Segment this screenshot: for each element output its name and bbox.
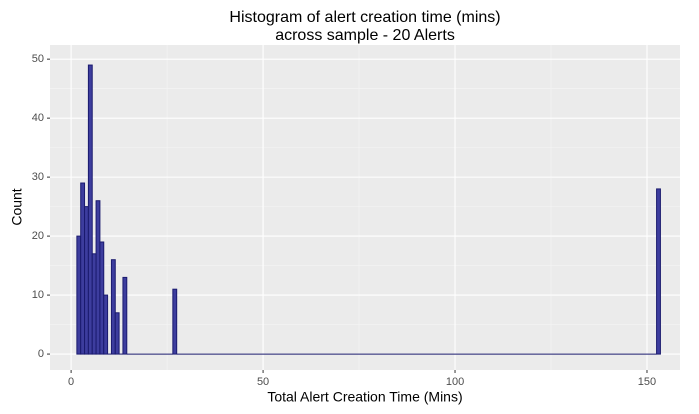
bar bbox=[99, 241, 105, 355]
x-tick-label: 100 bbox=[446, 376, 464, 388]
bar bbox=[76, 235, 82, 355]
bar bbox=[84, 206, 89, 355]
x-tick-label: 150 bbox=[638, 376, 656, 388]
x-tick-label: 50 bbox=[257, 376, 269, 388]
bar bbox=[87, 64, 93, 355]
bar bbox=[95, 200, 101, 355]
bar bbox=[114, 312, 120, 355]
plot-panel bbox=[50, 45, 680, 370]
bar bbox=[110, 259, 116, 355]
bar bbox=[91, 253, 97, 355]
y-tick-label: 30 bbox=[32, 171, 44, 183]
y-tick-label: 20 bbox=[32, 230, 44, 242]
y-tick-label: 0 bbox=[38, 348, 44, 360]
bar bbox=[656, 188, 661, 355]
y-tick-label: 10 bbox=[32, 289, 44, 301]
x-tick-label: 0 bbox=[68, 376, 74, 388]
y-tick-label: 50 bbox=[32, 53, 44, 65]
y-axis-title: Count bbox=[9, 188, 25, 225]
x-axis-title: Total Alert Creation Time (Mins) bbox=[267, 389, 462, 405]
bar bbox=[103, 294, 109, 355]
bar bbox=[172, 288, 178, 355]
chart-title: across sample - 20 Alerts bbox=[275, 27, 455, 44]
bar bbox=[122, 276, 128, 355]
chart-title: Histogram of alert creation time (mins) bbox=[229, 9, 500, 26]
y-tick-label: 40 bbox=[32, 112, 44, 124]
bar bbox=[80, 182, 86, 355]
